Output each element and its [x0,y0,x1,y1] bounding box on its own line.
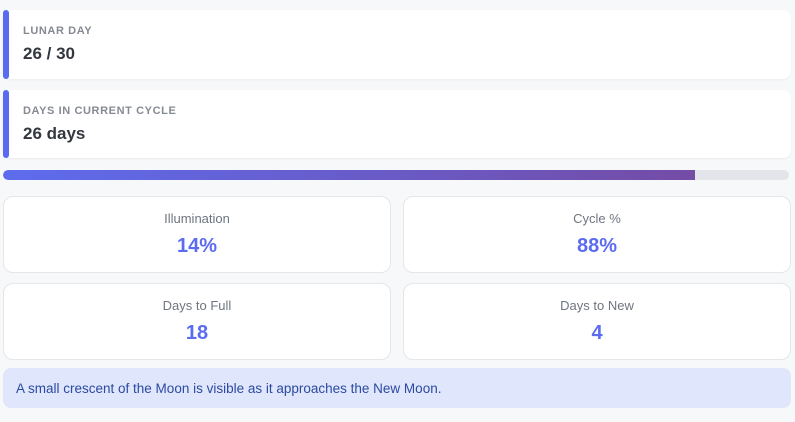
phase-description-text: A small crescent of the Moon is visible … [16,380,442,396]
stat-card-days-to-full: Days to Full 18 [3,283,391,360]
accent-strip [3,90,9,158]
stat-value: 14% [176,235,218,257]
stat-label: Days to Full [162,298,232,313]
stat-value: 4 [591,322,603,344]
lunar-cycle-progress-track [3,170,789,180]
lunar-day-value: 26 / 30 [23,44,75,63]
lunar-cycle-progress-fill [3,170,695,180]
lunar-day-label: LUNAR DAY [23,25,93,37]
lunar-day-card: LUNAR DAY 26 / 30 [3,10,791,79]
cycle-days-card: DAYS IN CURRENT CYCLE 26 days [3,90,791,158]
stat-value: 88% [576,235,618,257]
stat-card-cycle-percent: Cycle % 88% [403,196,791,273]
stat-card-days-to-new: Days to New 4 [403,283,791,360]
stat-label: Illumination [164,211,230,226]
cycle-days-value: 26 days [23,124,86,143]
cycle-days-label: DAYS IN CURRENT CYCLE [23,105,177,117]
stat-label: Days to New [560,298,634,313]
phase-description-banner: A small crescent of the Moon is visible … [3,368,791,408]
stat-card-illumination: Illumination 14% [3,196,391,273]
stat-label: Cycle % [573,211,621,226]
stat-grid: Illumination 14% Cycle % 88% Days to Ful… [3,196,791,360]
stat-value: 18 [185,322,209,344]
accent-strip [3,10,9,79]
